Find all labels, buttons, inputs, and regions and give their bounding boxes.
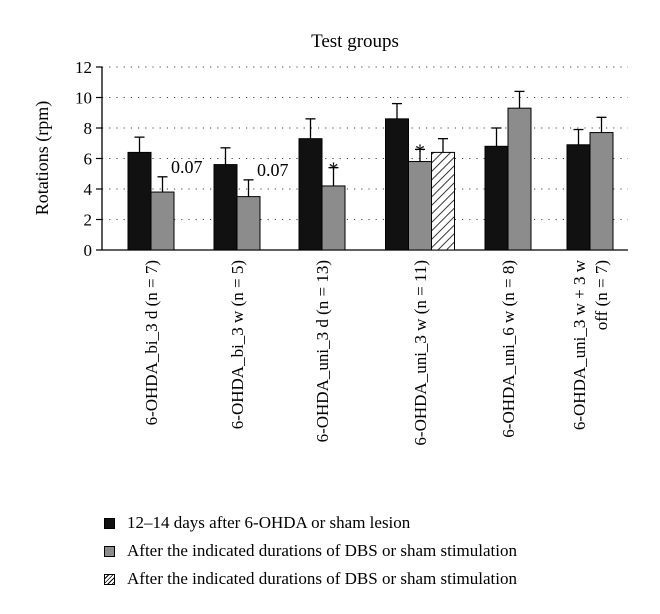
x-tick-label: 6-OHDA_uni_3 d (n = 13) [313, 260, 332, 442]
x-tick-label-line: 6-OHDA_uni_3 w + 3 w [570, 259, 589, 430]
bar [484, 145, 509, 251]
y-tick-label: 12 [75, 58, 92, 77]
bars [127, 90, 614, 251]
legend: 12–14 days after 6-OHDA or sham lesion A… [104, 509, 517, 593]
y-tick-label: 10 [75, 89, 92, 108]
x-tick-label-line: 6-OHDA_bi_3 d (n = 7) [142, 260, 161, 425]
bar [298, 138, 323, 251]
bar-chart: Test groups Rotations (rpm) 0 2 4 6 8 10 12 0.0… [32, 31, 628, 446]
bar [127, 151, 152, 251]
legend-item-lesion: 12–14 days after 6-OHDA or sham lesion [104, 509, 517, 537]
bar [566, 144, 591, 251]
bar [321, 185, 346, 251]
legend-swatch-black [104, 517, 115, 529]
axes [96, 66, 628, 251]
x-tick-label-line: 6-OHDA_bi_3 w (n = 5) [228, 260, 247, 429]
legend-item-stimulation-hatched: After the indicated durations of DBS or … [104, 565, 517, 593]
legend-label: 12–14 days after 6-OHDA or sham lesion [127, 513, 411, 532]
chart-title: Test groups [311, 31, 399, 52]
labels: 0 2 4 6 8 10 12 0.07 6-OHDA_bi_3 d (n = 7) 0.07 6-… [75, 58, 611, 446]
data-annotation: * [415, 140, 425, 162]
x-tick-label-line: 6-OHDA_uni_6 w (n = 8) [499, 260, 518, 438]
y-axis-label: Rotations (rpm) [32, 101, 53, 216]
bar [507, 107, 532, 251]
y-tick-label: 0 [84, 241, 93, 260]
bar [408, 161, 432, 251]
y-tick-label: 2 [84, 211, 93, 230]
x-tick-label: 6-OHDA_uni_3 w + 3 w off (n = 7) [570, 259, 611, 430]
legend-item-stimulation-gray: After the indicated durations of DBS or … [104, 537, 517, 565]
x-tick-label: 6-OHDA_bi_3 d (n = 7) [142, 260, 161, 425]
bar [589, 132, 614, 251]
y-tick-label: 4 [84, 180, 93, 199]
bar [213, 164, 238, 251]
y-tick-label: 6 [84, 150, 93, 169]
x-tick-label: 6-OHDA_uni_3 w (n = 11) [411, 260, 430, 446]
x-tick-label-line: off (n = 7) [592, 260, 611, 330]
legend-label: After the indicated durations of DBS or … [127, 569, 517, 588]
x-tick-label: 6-OHDA_bi_3 w (n = 5) [228, 260, 247, 429]
data-annotation: 0.07 [171, 157, 203, 177]
bar [236, 196, 261, 251]
legend-label: After the indicated durations of DBS or … [127, 541, 517, 560]
bar [385, 118, 409, 251]
bar [431, 151, 455, 251]
y-tick-label: 8 [84, 119, 93, 138]
data-annotation: * [329, 159, 339, 181]
x-tick-label-line: 6-OHDA_uni_3 d (n = 13) [313, 260, 332, 442]
bar [150, 191, 175, 251]
data-annotation: 0.07 [257, 160, 289, 180]
legend-swatch-hatched [104, 573, 115, 585]
x-tick-label-line: 6-OHDA_uni_3 w (n = 11) [411, 260, 430, 446]
grid-lines [102, 66, 628, 220]
x-tick-label: 6-OHDA_uni_6 w (n = 8) [499, 260, 518, 438]
legend-swatch-gray [104, 545, 115, 557]
